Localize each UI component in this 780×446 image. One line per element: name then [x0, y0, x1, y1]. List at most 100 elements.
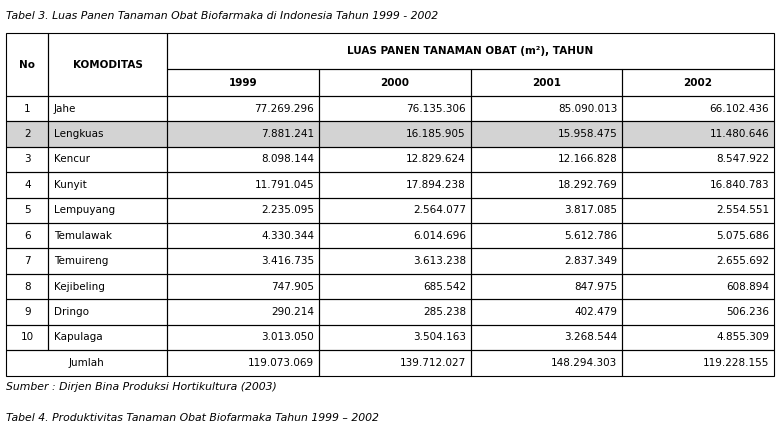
- Bar: [622, 350, 774, 376]
- Text: 11.791.045: 11.791.045: [255, 180, 314, 190]
- Text: 5: 5: [24, 205, 30, 215]
- Bar: [319, 69, 470, 96]
- Text: 2.564.077: 2.564.077: [413, 205, 466, 215]
- Text: 76.135.306: 76.135.306: [406, 103, 466, 114]
- Bar: [319, 198, 470, 223]
- Bar: [622, 96, 774, 121]
- Text: Temuireng: Temuireng: [54, 256, 108, 266]
- Bar: [48, 274, 168, 299]
- Bar: [622, 172, 774, 198]
- Bar: [6, 299, 48, 325]
- Bar: [319, 121, 470, 147]
- Text: 2: 2: [24, 129, 30, 139]
- Text: 7: 7: [24, 256, 30, 266]
- Bar: [6, 96, 48, 121]
- Text: 2.837.349: 2.837.349: [565, 256, 618, 266]
- Bar: [470, 69, 622, 96]
- Bar: [470, 248, 622, 274]
- Bar: [168, 121, 319, 147]
- Bar: [168, 299, 319, 325]
- Text: 15.958.475: 15.958.475: [558, 129, 618, 139]
- Text: Jahe: Jahe: [54, 103, 76, 114]
- Text: Kejibeling: Kejibeling: [54, 281, 105, 292]
- Bar: [168, 96, 319, 121]
- Text: 3.817.085: 3.817.085: [565, 205, 618, 215]
- Bar: [470, 223, 622, 248]
- Text: 608.894: 608.894: [726, 281, 769, 292]
- Text: 18.292.769: 18.292.769: [558, 180, 618, 190]
- Text: Kencur: Kencur: [54, 154, 90, 165]
- Text: 1: 1: [24, 103, 30, 114]
- Text: 2001: 2001: [532, 78, 561, 87]
- Bar: [622, 198, 774, 223]
- Bar: [48, 121, 168, 147]
- Bar: [470, 121, 622, 147]
- Bar: [6, 325, 48, 350]
- Bar: [319, 325, 470, 350]
- Bar: [6, 248, 48, 274]
- Text: Tabel 3. Luas Panen Tanaman Obat Biofarmaka di Indonesia Tahun 1999 - 2002: Tabel 3. Luas Panen Tanaman Obat Biofarm…: [6, 11, 438, 21]
- Text: 5.075.686: 5.075.686: [716, 231, 769, 241]
- Text: 10: 10: [21, 332, 34, 343]
- Bar: [319, 350, 470, 376]
- Bar: [470, 147, 622, 172]
- Bar: [168, 198, 319, 223]
- Text: 747.905: 747.905: [271, 281, 314, 292]
- Text: 148.294.303: 148.294.303: [551, 358, 618, 368]
- Bar: [622, 121, 774, 147]
- Bar: [168, 274, 319, 299]
- Bar: [319, 299, 470, 325]
- Text: 4: 4: [24, 180, 30, 190]
- Text: 3.416.735: 3.416.735: [261, 256, 314, 266]
- Bar: [48, 248, 168, 274]
- Text: 77.269.296: 77.269.296: [254, 103, 314, 114]
- Text: Kapulaga: Kapulaga: [54, 332, 102, 343]
- Bar: [622, 299, 774, 325]
- Text: LUAS PANEN TANAMAN OBAT (m²), TAHUN: LUAS PANEN TANAMAN OBAT (m²), TAHUN: [347, 46, 594, 56]
- Text: Temulawak: Temulawak: [54, 231, 112, 241]
- Bar: [6, 121, 48, 147]
- Bar: [6, 274, 48, 299]
- Bar: [319, 223, 470, 248]
- Bar: [48, 96, 168, 121]
- Text: 4.330.344: 4.330.344: [261, 231, 314, 241]
- Bar: [168, 69, 319, 96]
- Bar: [470, 299, 622, 325]
- Bar: [319, 274, 470, 299]
- Bar: [168, 223, 319, 248]
- Text: 139.712.027: 139.712.027: [399, 358, 466, 368]
- Text: 9: 9: [24, 307, 30, 317]
- Text: 2.235.095: 2.235.095: [261, 205, 314, 215]
- Bar: [622, 223, 774, 248]
- Bar: [6, 121, 48, 147]
- Bar: [6, 147, 48, 172]
- Text: 17.894.238: 17.894.238: [406, 180, 466, 190]
- Text: 3: 3: [24, 154, 30, 165]
- Bar: [622, 248, 774, 274]
- Bar: [48, 223, 168, 248]
- Bar: [319, 248, 470, 274]
- Text: KOMODITAS: KOMODITAS: [73, 60, 143, 70]
- Bar: [168, 350, 319, 376]
- Text: 847.975: 847.975: [574, 281, 618, 292]
- Bar: [168, 33, 774, 69]
- Text: 5.612.786: 5.612.786: [565, 231, 618, 241]
- Text: 16.185.905: 16.185.905: [406, 129, 466, 139]
- Bar: [470, 350, 622, 376]
- Bar: [48, 325, 168, 350]
- Text: Dringo: Dringo: [54, 307, 89, 317]
- Bar: [319, 172, 470, 198]
- Text: 3.268.544: 3.268.544: [565, 332, 618, 343]
- Bar: [470, 96, 622, 121]
- Text: 119.073.069: 119.073.069: [248, 358, 314, 368]
- Bar: [168, 121, 319, 147]
- Text: 685.542: 685.542: [423, 281, 466, 292]
- Bar: [470, 274, 622, 299]
- Text: 285.238: 285.238: [423, 307, 466, 317]
- Text: Sumber : Dirjen Bina Produksi Hortikultura (2003): Sumber : Dirjen Bina Produksi Hortikultu…: [6, 382, 277, 392]
- Text: 4.855.309: 4.855.309: [716, 332, 769, 343]
- Text: Jumlah: Jumlah: [69, 358, 105, 368]
- Text: 6: 6: [24, 231, 30, 241]
- Text: 85.090.013: 85.090.013: [558, 103, 618, 114]
- Bar: [6, 223, 48, 248]
